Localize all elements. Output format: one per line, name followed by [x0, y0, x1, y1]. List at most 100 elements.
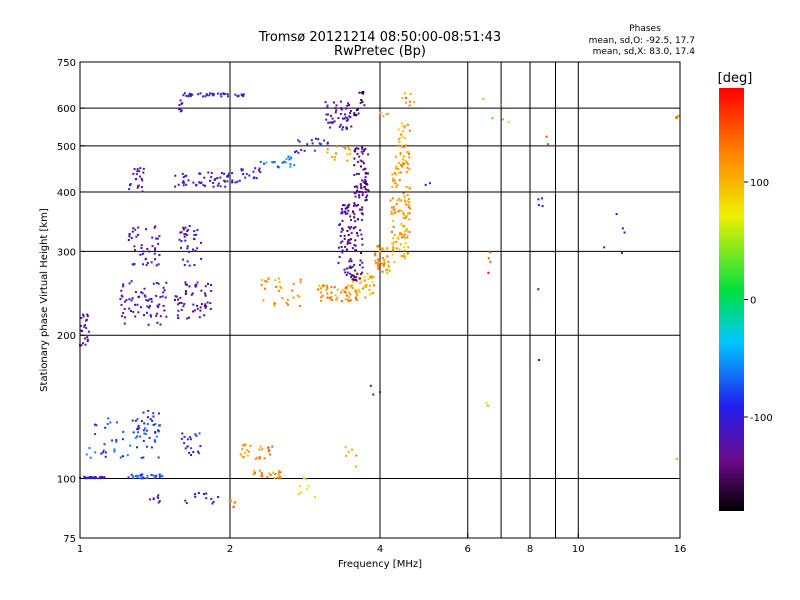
- data-point: [621, 227, 624, 230]
- data-point: [130, 280, 133, 283]
- data-point: [327, 113, 329, 116]
- data-point: [174, 174, 177, 177]
- data-point: [178, 238, 181, 241]
- data-point: [326, 104, 329, 107]
- data-point: [157, 496, 160, 499]
- data-point: [361, 218, 363, 221]
- data-point: [354, 269, 357, 272]
- data-point: [284, 161, 287, 164]
- data-point: [343, 211, 346, 214]
- data-point: [184, 233, 187, 235]
- data-point: [395, 167, 398, 170]
- data-point: [424, 183, 427, 186]
- data-point: [179, 231, 182, 234]
- data-point: [349, 265, 352, 268]
- data-point: [404, 233, 407, 236]
- data-point: [175, 295, 178, 298]
- x-axis-ticks: 1 2 4 6 8 10 16: [77, 533, 686, 555]
- data-point: [359, 229, 362, 232]
- data-point: [122, 312, 125, 314]
- data-point: [199, 306, 202, 309]
- data-point: [258, 169, 260, 172]
- data-point: [353, 185, 356, 188]
- data-point: [319, 287, 322, 290]
- data-point: [192, 248, 194, 251]
- data-point: [219, 185, 222, 188]
- data-point: [386, 272, 389, 275]
- data-point: [199, 182, 202, 185]
- data-point: [405, 215, 408, 217]
- data-point: [182, 180, 185, 183]
- data-point: [94, 451, 97, 454]
- data-point: [343, 117, 346, 120]
- data-point: [306, 143, 309, 146]
- data-point: [265, 280, 268, 283]
- data-point: [154, 258, 156, 261]
- data-point: [184, 226, 187, 229]
- colorbar: [719, 88, 744, 511]
- data-point: [158, 500, 161, 503]
- data-point: [397, 138, 400, 141]
- data-point: [210, 171, 213, 174]
- data-point: [158, 254, 161, 256]
- data-point: [99, 476, 102, 479]
- data-point: [186, 317, 189, 320]
- data-point: [331, 117, 334, 120]
- data-point: [351, 278, 354, 281]
- data-point: [178, 302, 181, 305]
- data-point: [354, 220, 357, 223]
- data-point: [178, 104, 181, 107]
- data-point: [357, 172, 360, 175]
- data-point: [376, 245, 379, 248]
- y-tick-label: 100: [57, 475, 76, 486]
- data-point: [144, 258, 147, 261]
- data-point: [360, 280, 363, 283]
- data-point: [408, 230, 411, 233]
- data-point: [240, 93, 243, 96]
- data-point: [205, 305, 208, 308]
- data-point: [377, 265, 380, 268]
- data-point: [293, 164, 296, 167]
- data-point: [300, 148, 303, 151]
- grid-lines: [80, 62, 680, 538]
- data-point: [407, 163, 410, 166]
- data-point: [156, 304, 159, 307]
- data-point: [140, 186, 143, 188]
- data-point: [358, 190, 361, 193]
- data-point: [394, 172, 396, 174]
- data-point: [194, 493, 196, 496]
- data-point: [157, 429, 159, 432]
- data-point: [152, 497, 155, 500]
- data-point: [349, 242, 352, 245]
- data-point: [372, 393, 375, 396]
- data-point: [278, 281, 281, 283]
- data-point: [149, 304, 151, 307]
- data-point: [353, 213, 356, 216]
- data-point: [346, 205, 349, 207]
- data-point: [363, 276, 366, 278]
- data-point: [404, 159, 407, 162]
- data-point: [344, 298, 347, 301]
- data-point: [204, 303, 207, 306]
- data-point: [401, 124, 404, 127]
- data-point: [199, 92, 202, 95]
- data-point: [392, 205, 395, 208]
- data-point: [139, 167, 142, 170]
- data-point: [283, 160, 286, 163]
- data-point: [101, 476, 104, 479]
- data-point: [397, 210, 400, 213]
- data-point: [174, 185, 177, 188]
- data-point: [122, 455, 124, 458]
- data-point: [400, 133, 403, 136]
- data-point: [355, 114, 358, 117]
- data-point: [132, 477, 135, 479]
- data-point: [264, 280, 267, 283]
- data-point: [145, 299, 148, 302]
- data-point: [174, 295, 177, 298]
- data-point: [273, 302, 276, 305]
- data-point: [320, 291, 323, 294]
- data-point: [403, 126, 406, 129]
- data-point: [390, 230, 393, 233]
- data-point: [137, 431, 140, 434]
- data-point: [292, 296, 295, 299]
